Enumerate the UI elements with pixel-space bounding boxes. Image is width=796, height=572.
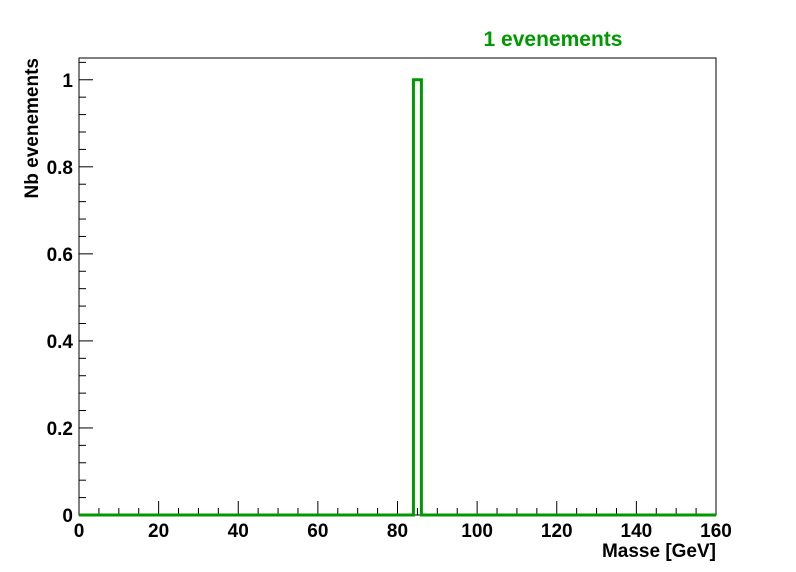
histogram-bars: [79, 78, 716, 517]
y-tick-label: 0.8: [47, 158, 73, 179]
histogram-outline: [79, 78, 716, 517]
y-tick-label: 0: [62, 506, 73, 527]
x-tick-label: 80: [387, 521, 408, 542]
x-tick-label: 0: [74, 521, 85, 542]
chart-title: 1 evenements: [484, 28, 623, 51]
y-tick-label: 0.2: [47, 419, 73, 440]
x-tick-label: 120: [541, 521, 573, 542]
x-axis-ticks: 0 20 40 60 80 100 120 140 160: [74, 501, 732, 542]
y-tick-label: 0.6: [47, 245, 73, 266]
x-tick-label: 100: [461, 521, 493, 542]
x-tick-label: 140: [621, 521, 653, 542]
y-axis-title: Nb evenements: [22, 58, 43, 198]
x-tick-label: 60: [307, 521, 328, 542]
x-tick-label: 20: [148, 521, 169, 542]
y-tick-label: 0.4: [47, 332, 74, 353]
x-tick-label: 40: [228, 521, 249, 542]
y-tick-label: 1: [62, 71, 73, 92]
x-axis-title: Masse [GeV]: [602, 541, 716, 562]
x-tick-label: 160: [700, 521, 732, 542]
plot-frame: [78, 57, 717, 516]
y-axis-ticks: 0 0.2 0.4 0.6 0.8 1: [47, 61, 93, 527]
